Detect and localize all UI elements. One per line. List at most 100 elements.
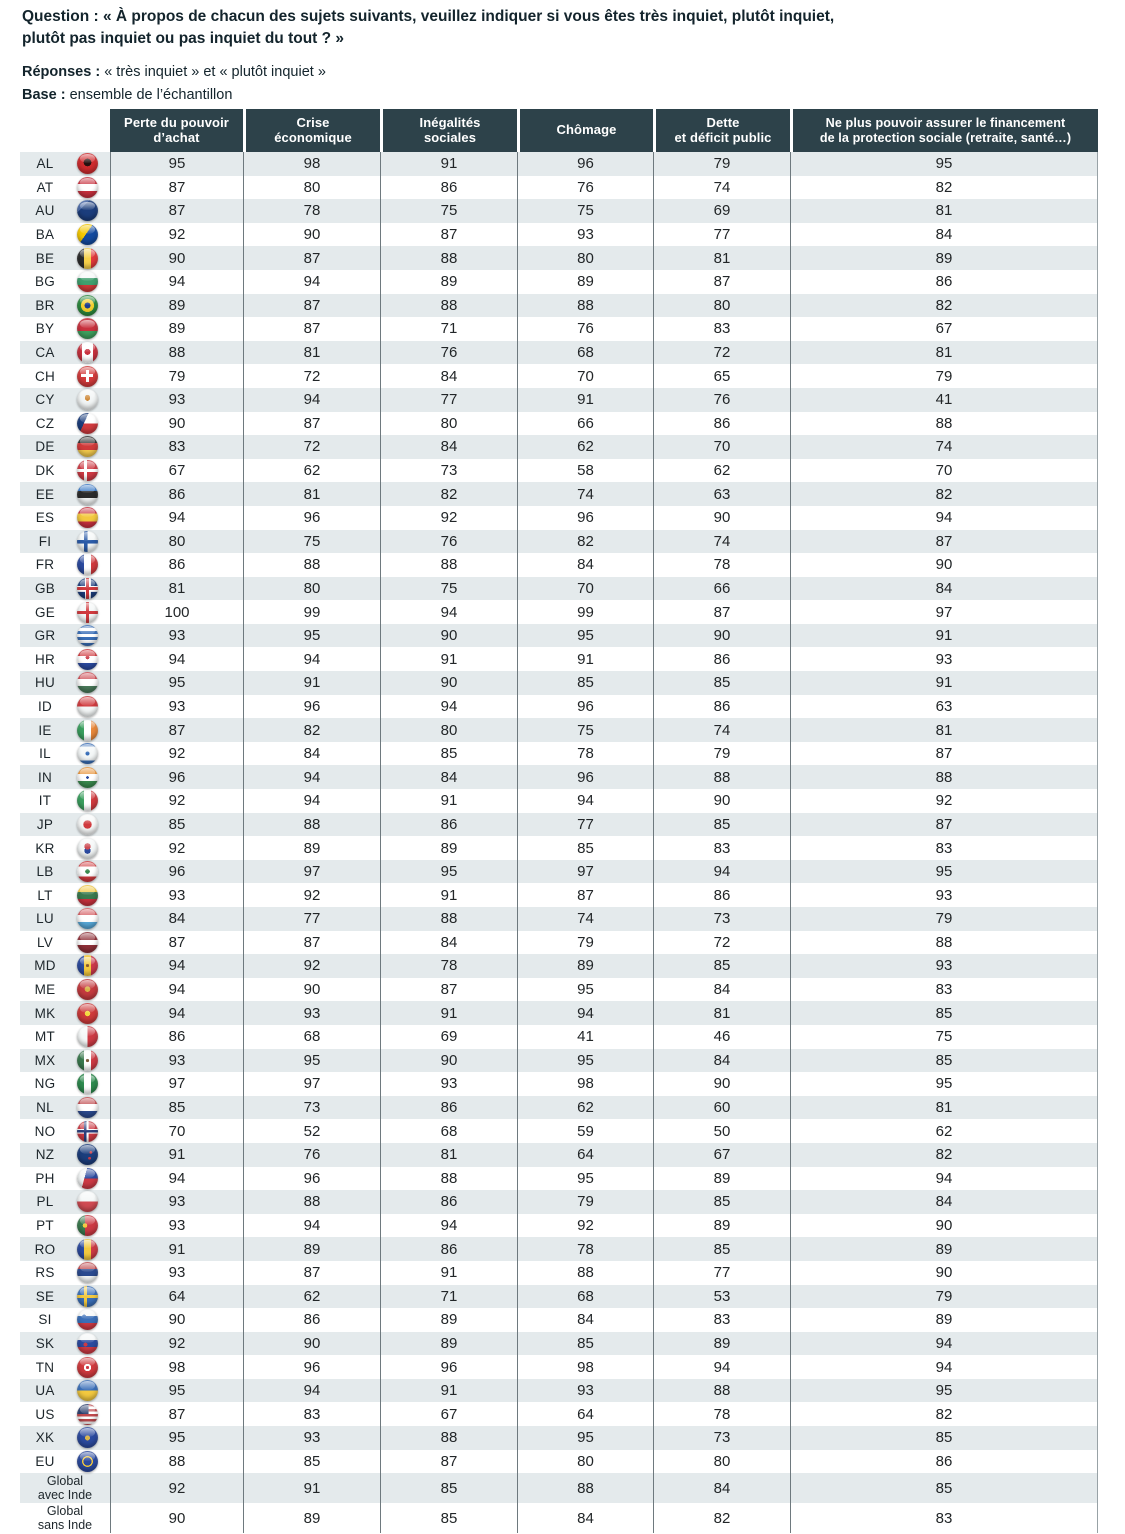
value-cell: 91 [110, 1237, 243, 1261]
value-cell: 81 [110, 576, 243, 601]
value-cell: 98 [517, 1355, 653, 1379]
row-label: AL [20, 152, 110, 176]
value-cell: 93 [517, 1378, 653, 1403]
value-cell: 66 [517, 411, 653, 436]
country-code: PH [35, 1170, 55, 1186]
value-cell: 84 [790, 222, 1098, 247]
row-label: KR [20, 836, 110, 860]
value-cell: 86 [243, 1308, 380, 1332]
value-cell: 88 [380, 1166, 517, 1191]
value-cell: 41 [790, 387, 1098, 412]
value-cell: 95 [110, 1426, 243, 1450]
value-cell: 78 [653, 553, 790, 577]
flag-us-icon [77, 1403, 98, 1425]
value-cell: 87 [790, 812, 1098, 837]
row-label: LU [20, 907, 110, 931]
value-cell: 86 [790, 269, 1098, 294]
country-code: RO [34, 1241, 56, 1257]
value-cell: 73 [653, 1426, 790, 1450]
row-label: HU [20, 671, 110, 695]
row-label: IL [20, 742, 110, 766]
value-cell: 78 [243, 199, 380, 223]
value-cell: 87 [243, 293, 380, 318]
flag-xk-icon [77, 1427, 98, 1449]
country-code: NZ [35, 1147, 55, 1163]
flag-hu-icon [77, 672, 98, 694]
flag-ge-icon [77, 601, 98, 623]
table-row: ID 93 96 94 96 86 63 [20, 694, 1098, 719]
row-label: HR [20, 647, 110, 671]
value-cell: 85 [653, 954, 790, 978]
value-cell: 63 [653, 482, 790, 506]
table-row: UA 95 94 91 93 88 95 [20, 1378, 1098, 1403]
value-cell: 84 [790, 576, 1098, 601]
value-cell: 95 [790, 152, 1098, 176]
row-label: BG [20, 270, 110, 294]
flag-tn-icon [77, 1356, 98, 1378]
table-row: RS 93 87 91 88 77 90 [20, 1260, 1098, 1285]
value-cell: 88 [110, 1449, 243, 1474]
value-cell: 91 [790, 623, 1098, 648]
country-code: AT [36, 179, 54, 195]
base-text: Base : ensemble de l’échantillon [22, 86, 233, 103]
table-row: BE 90 87 88 80 81 89 [20, 246, 1098, 270]
value-cell: 93 [243, 1001, 380, 1025]
value-cell: 96 [243, 1355, 380, 1379]
value-cell: 75 [790, 1024, 1098, 1049]
value-cell: 87 [380, 977, 517, 1002]
value-cell: 82 [790, 293, 1098, 318]
row-label: IT [20, 789, 110, 813]
flag-nl-icon [77, 1097, 98, 1119]
value-cell: 84 [653, 977, 790, 1002]
country-code: CZ [35, 415, 55, 431]
value-cell: 92 [110, 789, 243, 813]
country-code: BG [34, 274, 56, 290]
value-cell: 86 [790, 1449, 1098, 1474]
value-cell: 89 [790, 1237, 1098, 1261]
value-cell: 79 [790, 364, 1098, 388]
value-cell: 87 [790, 741, 1098, 766]
value-cell: 87 [110, 1402, 243, 1427]
table-row: PL 93 88 86 79 85 84 [20, 1190, 1098, 1214]
value-cell: 93 [110, 387, 243, 412]
value-cell: 92 [243, 954, 380, 978]
row-label: MD [20, 954, 110, 978]
value-cell: 94 [243, 789, 380, 813]
value-cell: 88 [790, 930, 1098, 955]
value-cell: 89 [790, 246, 1098, 270]
value-cell: 94 [790, 1355, 1098, 1379]
flag-mt-icon [77, 1026, 98, 1048]
value-cell: 97 [243, 859, 380, 884]
flag-it-icon [77, 790, 98, 812]
value-cell: 78 [517, 741, 653, 766]
value-cell: 89 [517, 269, 653, 294]
value-cell: 82 [790, 482, 1098, 506]
value-cell: 96 [517, 765, 653, 790]
value-cell: 90 [110, 246, 243, 270]
value-cell: 76 [380, 340, 517, 365]
table-row: MT 86 68 69 41 46 75 [20, 1024, 1098, 1049]
value-cell: 93 [790, 954, 1098, 978]
country-code: LT [37, 887, 53, 903]
value-cell: 94 [110, 977, 243, 1002]
value-cell: 82 [790, 175, 1098, 200]
value-cell: 91 [380, 1260, 517, 1285]
value-cell: 86 [653, 694, 790, 719]
value-cell: 80 [243, 175, 380, 200]
value-cell: 83 [243, 1402, 380, 1427]
value-cell: 85 [380, 1503, 517, 1534]
flag-de-icon [77, 436, 98, 458]
row-label: DE [20, 435, 110, 459]
value-cell: 94 [243, 765, 380, 790]
value-cell: 88 [790, 765, 1098, 790]
table-row: AT 87 80 86 76 74 82 [20, 175, 1098, 200]
value-cell: 95 [517, 1166, 653, 1191]
country-code: NO [34, 1123, 56, 1139]
value-cell: 91 [380, 883, 517, 907]
value-cell: 95 [517, 1048, 653, 1073]
value-cell: 82 [380, 482, 517, 506]
flag-ee-icon [77, 483, 98, 505]
country-code: KR [35, 840, 55, 856]
value-cell: 87 [110, 718, 243, 742]
table-row: ES 94 96 92 96 90 94 [20, 505, 1098, 530]
